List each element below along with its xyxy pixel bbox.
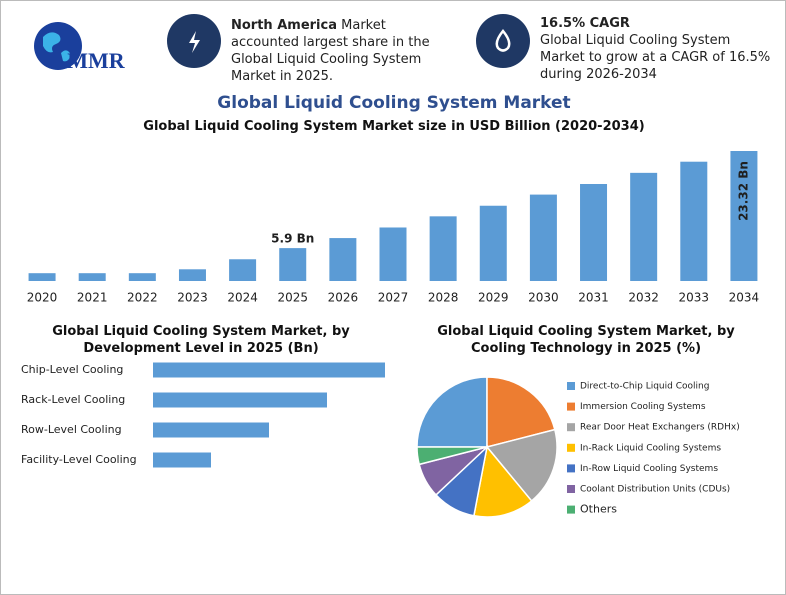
bar: [153, 362, 385, 378]
pie-slice: [486, 376, 556, 448]
value-label: 5.9 Bn: [271, 232, 314, 246]
legend-label: Immersion Cooling Systems: [580, 402, 706, 412]
legend-swatch: [567, 443, 575, 452]
x-tick-label: 2029: [478, 291, 509, 305]
highlight: North America Market accounted largest s…: [231, 17, 456, 85]
x-tick-label: 2020: [27, 291, 58, 305]
x-tick-label: 2032: [628, 291, 659, 305]
bar: [153, 452, 211, 468]
pie-slice: [416, 376, 488, 448]
bar: [379, 227, 407, 281]
highlight-text: Market accounted largest share in the Gl…: [231, 18, 430, 84]
x-tick-label: 2022: [127, 291, 158, 305]
chart-subtitle: Global Liquid Cooling System Market size…: [143, 119, 645, 134]
legend-swatch: [567, 505, 575, 514]
icon-bolt: [189, 31, 200, 53]
pie-slice: [485, 428, 558, 502]
x-tick-label: 2030: [528, 291, 559, 305]
icon-circle: [476, 14, 530, 68]
x-tick-label: 2026: [328, 291, 359, 305]
legend-label: Rear Door Heat Exchangers (RDHx): [580, 423, 740, 433]
x-tick-label: 2024: [227, 291, 258, 305]
y-tick-label: Row-Level Cooling: [21, 423, 122, 436]
y-tick-label: Facility-Level Cooling: [21, 453, 137, 466]
logo-land: [43, 32, 71, 62]
x-tick-label: 2025: [277, 291, 308, 305]
logo-text: MMR: [67, 48, 126, 73]
logo-globe: [34, 22, 82, 70]
x-tick-label: 2028: [428, 291, 459, 305]
y-tick-label: Chip-Level Cooling: [21, 363, 123, 376]
icon-drop: [495, 29, 511, 52]
bar: [153, 422, 269, 438]
x-tick-label: 2023: [177, 291, 208, 305]
bar: [680, 161, 708, 281]
chart-title: Global Liquid Cooling System Market, by …: [437, 324, 735, 356]
chart-title: Global Liquid Cooling System Market, by …: [52, 324, 350, 356]
bar: [178, 269, 206, 281]
x-tick-label: 2021: [77, 291, 108, 305]
bar: [128, 273, 156, 281]
highlight-bold: North America: [231, 18, 337, 33]
pie-slice: [416, 446, 488, 466]
x-tick-label: 2027: [378, 291, 409, 305]
bar: [730, 151, 758, 281]
legend-label: Direct-to-Chip Liquid Cooling: [580, 382, 709, 392]
pie-slice: [473, 445, 533, 518]
x-tick-label: 2034: [729, 291, 760, 305]
bar: [153, 392, 327, 408]
legend-swatch: [567, 423, 575, 432]
bar: [229, 259, 257, 281]
x-tick-label: 2033: [679, 291, 710, 305]
bar: [580, 184, 608, 281]
legend-swatch: [567, 382, 575, 390]
legend-label: Others: [580, 503, 617, 516]
x-tick-label: 2031: [578, 291, 609, 305]
bar: [630, 172, 658, 281]
legend-label: Coolant Distribution Units (CDUs): [580, 485, 730, 495]
legend-swatch: [567, 464, 575, 473]
highlight-bold: 16.5% CAGR: [540, 16, 630, 31]
value-label: 23.32 Bn: [736, 161, 750, 221]
legend-label: In-Rack Liquid Cooling Systems: [580, 443, 721, 453]
legend-swatch: [567, 402, 575, 411]
highlight: 16.5% CAGR Global Liquid Cooling System M…: [540, 15, 775, 83]
bar: [78, 273, 106, 281]
chart-title: Global Liquid Cooling System Market: [217, 93, 571, 113]
legend-label: In-Row Liquid Cooling Systems: [580, 464, 718, 474]
bar: [28, 273, 56, 281]
bar: [279, 248, 307, 281]
bar: [329, 238, 357, 281]
highlight-text: Global Liquid Cooling System Market to g…: [540, 33, 771, 82]
legend-swatch: [567, 485, 575, 493]
bar: [529, 194, 557, 281]
bar: [479, 205, 507, 281]
bar: [429, 216, 457, 281]
y-tick-label: Rack-Level Cooling: [21, 393, 125, 406]
